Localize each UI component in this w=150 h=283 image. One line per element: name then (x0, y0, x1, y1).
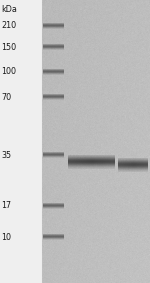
Text: 150: 150 (1, 42, 16, 52)
Text: 10: 10 (1, 233, 11, 241)
Text: 17: 17 (1, 201, 11, 211)
Text: kDa: kDa (1, 5, 17, 14)
Text: 210: 210 (1, 22, 16, 31)
Text: 100: 100 (1, 68, 16, 76)
Text: 35: 35 (1, 151, 11, 160)
Text: 70: 70 (1, 93, 11, 102)
